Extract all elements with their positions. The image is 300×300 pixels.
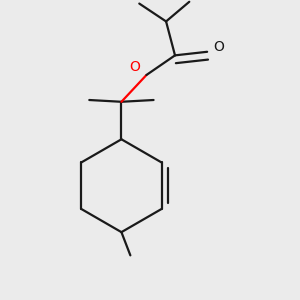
Text: O: O	[214, 40, 224, 55]
Text: O: O	[130, 60, 140, 74]
